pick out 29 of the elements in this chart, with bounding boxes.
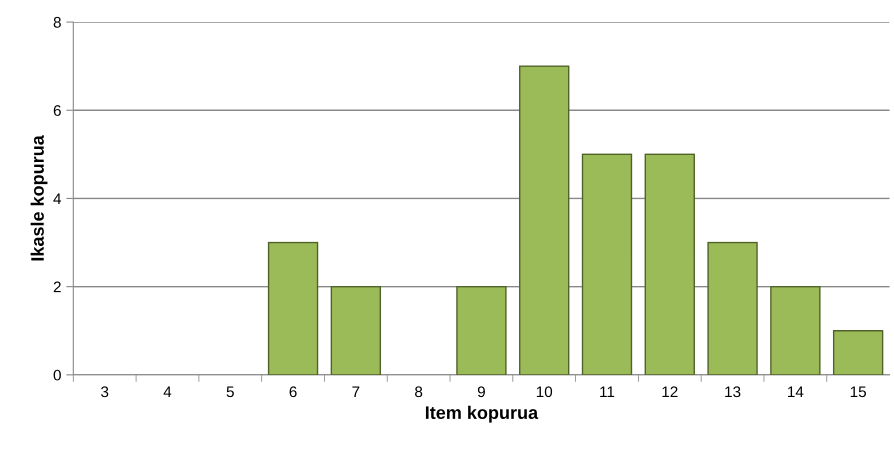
y-tick-label: 8 [54, 16, 61, 28]
bar [707, 242, 758, 375]
bar [330, 286, 382, 375]
x-tick-label: 15 [850, 386, 866, 398]
bar [456, 286, 507, 375]
y-axis-title: Ikasle kopurua [30, 135, 48, 260]
x-axis-title: Item kopurua [426, 406, 538, 423]
x-tick-label: 8 [415, 386, 422, 398]
x-tick-label: 12 [662, 386, 678, 398]
x-tick-label: 13 [725, 386, 740, 398]
x-tick-label: 7 [352, 386, 360, 398]
x-tick-label: 5 [226, 386, 234, 398]
x-tick-label: 14 [788, 386, 804, 398]
bar [519, 65, 570, 375]
x-tick-label: 6 [290, 386, 297, 398]
x-tick-label: 11 [600, 386, 614, 398]
bar [582, 154, 632, 375]
x-tick-label: 4 [164, 386, 172, 398]
y-tick-label: 0 [54, 370, 61, 381]
bar [832, 330, 884, 375]
bar [268, 242, 318, 375]
y-tick-label: 6 [54, 105, 61, 116]
bar [770, 286, 821, 375]
x-tick-label: 9 [478, 386, 485, 398]
y-tick-label: 2 [54, 282, 61, 292]
x-tick-label: 3 [101, 386, 108, 398]
y-tick-label: 4 [53, 193, 62, 204]
bar [644, 154, 695, 375]
x-tick-label: 10 [536, 386, 552, 398]
